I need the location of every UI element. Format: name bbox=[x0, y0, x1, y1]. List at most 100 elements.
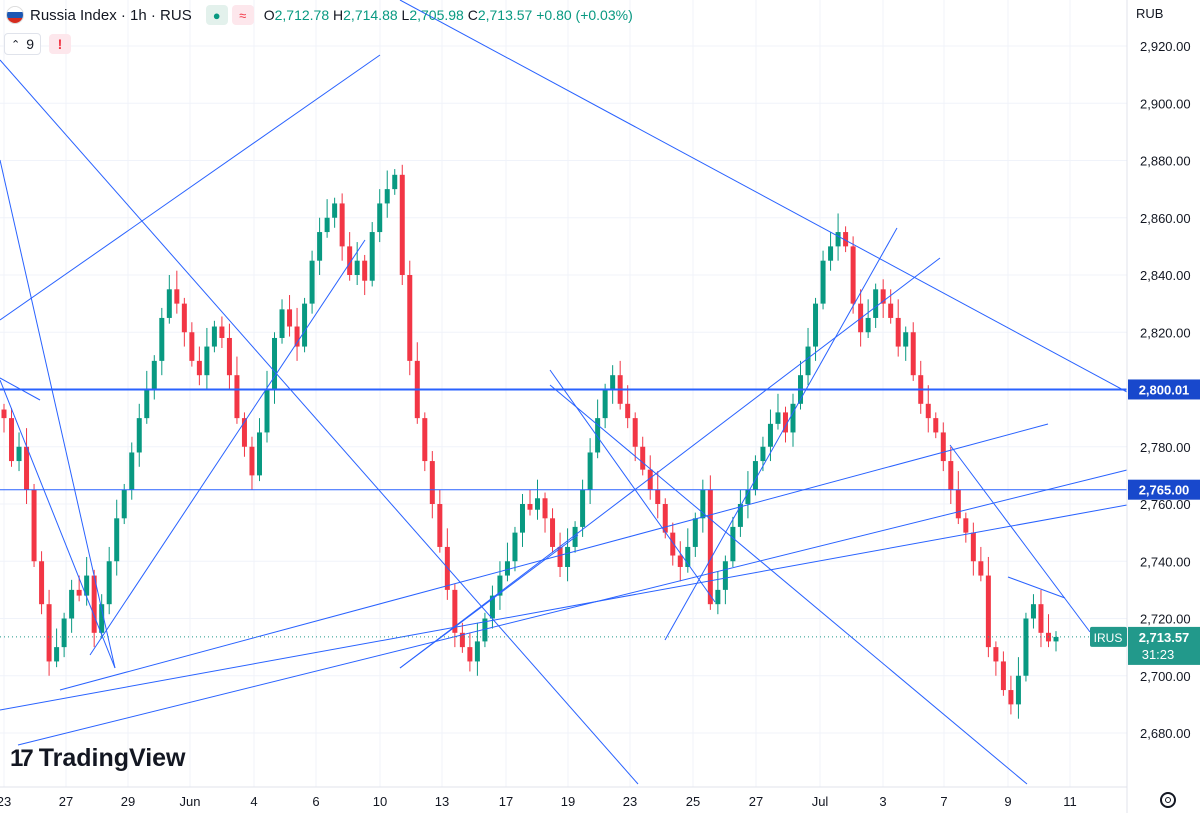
candle bbox=[332, 197, 338, 228]
candle bbox=[1008, 675, 1014, 715]
settings-gear-icon[interactable] bbox=[1160, 792, 1176, 808]
candle bbox=[287, 295, 293, 337]
candle bbox=[790, 393, 796, 447]
candle bbox=[670, 522, 676, 566]
candle bbox=[730, 516, 736, 567]
candle bbox=[895, 299, 901, 357]
candle-body bbox=[136, 418, 142, 453]
price-tick-label: 2,900.00 bbox=[1140, 96, 1191, 111]
close-key: C bbox=[467, 7, 478, 23]
trendline bbox=[399, 0, 1128, 393]
candle bbox=[31, 483, 37, 567]
last-price-value: 2,713.57 bbox=[1139, 630, 1190, 645]
market-status-icon[interactable]: ● bbox=[205, 5, 228, 25]
change-value: +0.80 (+0.03%) bbox=[536, 7, 633, 23]
candle bbox=[610, 365, 616, 404]
candle-body bbox=[377, 203, 383, 233]
candle bbox=[700, 479, 706, 533]
candle bbox=[527, 489, 533, 516]
candle bbox=[437, 489, 443, 553]
time-tick-label: 19 bbox=[561, 794, 575, 809]
candle-body bbox=[144, 389, 150, 419]
candle bbox=[655, 471, 661, 519]
candle-body bbox=[715, 589, 721, 605]
candle bbox=[504, 542, 510, 582]
candle bbox=[489, 585, 495, 629]
candle bbox=[512, 526, 518, 572]
data-status-icon[interactable]: ≈ bbox=[231, 5, 254, 25]
candle-body bbox=[189, 332, 195, 361]
candle-body bbox=[16, 446, 22, 462]
candle bbox=[414, 342, 420, 424]
low-key: L bbox=[401, 7, 410, 23]
candle-body bbox=[519, 504, 525, 533]
time-tick-label: 23 bbox=[0, 794, 11, 809]
candle bbox=[317, 217, 323, 275]
candle-body bbox=[813, 303, 819, 347]
candle bbox=[226, 323, 232, 390]
candle-body bbox=[39, 561, 45, 605]
indicators-toggle[interactable]: ⌃ 9 bbox=[4, 33, 42, 55]
candle bbox=[1045, 614, 1051, 648]
candle-body bbox=[767, 423, 773, 447]
candle bbox=[865, 299, 871, 338]
candle-body bbox=[512, 532, 518, 562]
candle bbox=[737, 489, 743, 537]
currency-label[interactable]: RUB bbox=[1136, 6, 1164, 21]
price-tick-label: 2,780.00 bbox=[1140, 440, 1191, 455]
symbol-title[interactable]: Russia Index · 1h · RUS bbox=[30, 6, 192, 24]
candle bbox=[129, 442, 135, 500]
candle-body bbox=[279, 309, 285, 338]
candle-body bbox=[610, 375, 616, 390]
candle-body bbox=[369, 232, 375, 281]
candle bbox=[264, 370, 270, 443]
candle-body bbox=[595, 418, 601, 453]
candle bbox=[685, 528, 691, 573]
candle-body bbox=[963, 518, 969, 533]
candle-body bbox=[670, 532, 676, 556]
logo-text: TradingView bbox=[38, 744, 186, 772]
alert-icon[interactable]: ! bbox=[49, 34, 72, 54]
candle-body bbox=[685, 546, 691, 567]
price-tick-label: 2,680.00 bbox=[1140, 726, 1191, 741]
candle bbox=[121, 483, 127, 525]
candle-body bbox=[324, 217, 330, 233]
candle-body bbox=[602, 389, 608, 419]
candle bbox=[114, 499, 120, 576]
candle-body bbox=[76, 589, 82, 596]
candle-body bbox=[1008, 690, 1014, 705]
candle-body bbox=[339, 203, 345, 247]
price-labels: 2,800.01 2,765.00 IRUS 2,713.57 31:23 bbox=[1090, 379, 1200, 665]
candle-body bbox=[287, 309, 293, 327]
candle bbox=[715, 571, 721, 615]
time-tick-label: 27 bbox=[59, 794, 73, 809]
candle bbox=[602, 383, 608, 429]
candle-body bbox=[219, 326, 225, 338]
low-value: 2,705.98 bbox=[409, 7, 464, 23]
candle bbox=[241, 412, 247, 457]
candle-body bbox=[272, 337, 278, 390]
candle bbox=[279, 299, 285, 344]
trendline bbox=[0, 379, 116, 669]
ohlc-values: O2,712.78 H2,714.88 L2,705.98 C2,713.57 … bbox=[264, 7, 633, 23]
symbol-tag: IRUS bbox=[1094, 631, 1123, 645]
candle bbox=[166, 275, 172, 324]
candle-body bbox=[873, 289, 879, 318]
candle-body bbox=[700, 489, 706, 519]
candle-body bbox=[707, 489, 713, 605]
candle-body bbox=[722, 561, 728, 590]
candle bbox=[99, 594, 105, 639]
trendline bbox=[549, 369, 716, 603]
candle bbox=[429, 451, 435, 519]
tradingview-logo[interactable]: 17 TradingView bbox=[10, 744, 186, 773]
chevron-up-icon: ⌃ bbox=[11, 38, 21, 51]
indicators-bar: ⌃ 9 ! bbox=[4, 33, 72, 55]
candle-body bbox=[31, 489, 37, 562]
candle-body bbox=[204, 346, 210, 376]
candle-body bbox=[234, 375, 240, 419]
price-tick-label: 2,720.00 bbox=[1140, 612, 1191, 627]
candle bbox=[903, 326, 909, 361]
candle-body bbox=[565, 546, 571, 567]
